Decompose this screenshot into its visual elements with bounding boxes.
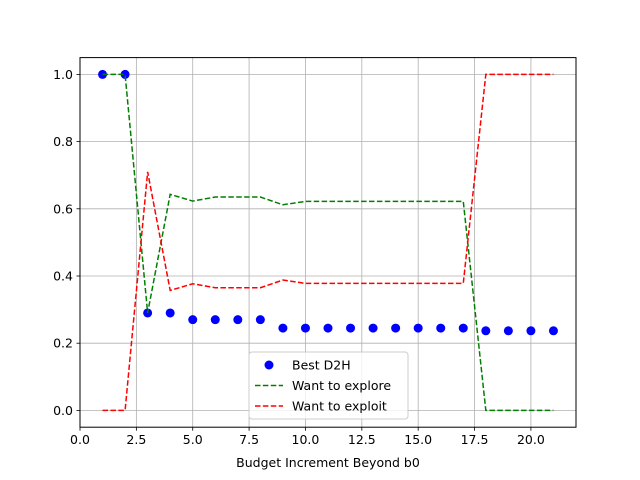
best-d2h-point [548,326,558,336]
y-tick-label: 1.0 [53,67,73,82]
x-tick-label: 5.0 [183,432,203,447]
best-d2h-point [120,69,130,79]
plot-frame [79,57,577,428]
best-d2h-point [346,323,356,333]
y-tick-label: 0.2 [53,336,73,351]
best-d2h-point [278,323,288,333]
best-d2h-point [436,323,446,333]
x-tick-label: 15.0 [404,432,432,447]
legend-label-best-d2h: Best D2H [292,358,351,373]
best-d2h-point [233,315,243,325]
best-d2h-point [413,323,423,333]
x-tick-label: 2.5 [126,432,146,447]
best-d2h-point [503,326,513,336]
best-d2h-point [323,323,333,333]
y-tick-label: 0.4 [53,269,73,284]
best-d2h-point [188,315,198,325]
x-tick-label: 20.0 [517,432,545,447]
y-tick-label: 0.8 [53,134,73,149]
x-tick-label: 0.0 [70,432,90,447]
plot-series [98,69,558,412]
x-tick-label: 10.0 [292,432,320,447]
legend-box [248,351,409,420]
best-d2h-point [98,69,108,79]
best-d2h-point [165,308,175,318]
best-d2h-point [255,315,265,325]
best-d2h-point [391,323,401,333]
y-tick-label: 0.0 [53,403,73,418]
x-tick-label: 17.5 [461,432,489,447]
y-tick-label: 0.6 [53,201,73,216]
legend-label-want-to-exploit: Want to exploit [292,399,387,414]
axis-ticks: 0.0 2.5 5.0 7.5 10.0 12.5 15.0 17.5 20.0 0.0 0.2 0.… [53,67,545,447]
best-d2h-point [526,326,536,336]
best-d2h-point [300,323,310,333]
legend-label-want-to-explore: Want to explore [292,378,391,393]
best-d2h-point [458,323,468,333]
x-tick-label: 12.5 [348,432,376,447]
want-to-explore-line [102,73,554,412]
best-d2h-point [481,326,491,336]
x-axis-title: Budget Increment Beyond b0 [236,455,420,470]
best-d2h-point [368,323,378,333]
legend: Best D2H Want to explore Want to exploit [248,351,409,420]
best-d2h-point [210,315,220,325]
legend-marker-best-d2h [264,360,274,370]
want-to-exploit-line [102,73,554,412]
x-tick-label: 7.5 [239,432,259,447]
